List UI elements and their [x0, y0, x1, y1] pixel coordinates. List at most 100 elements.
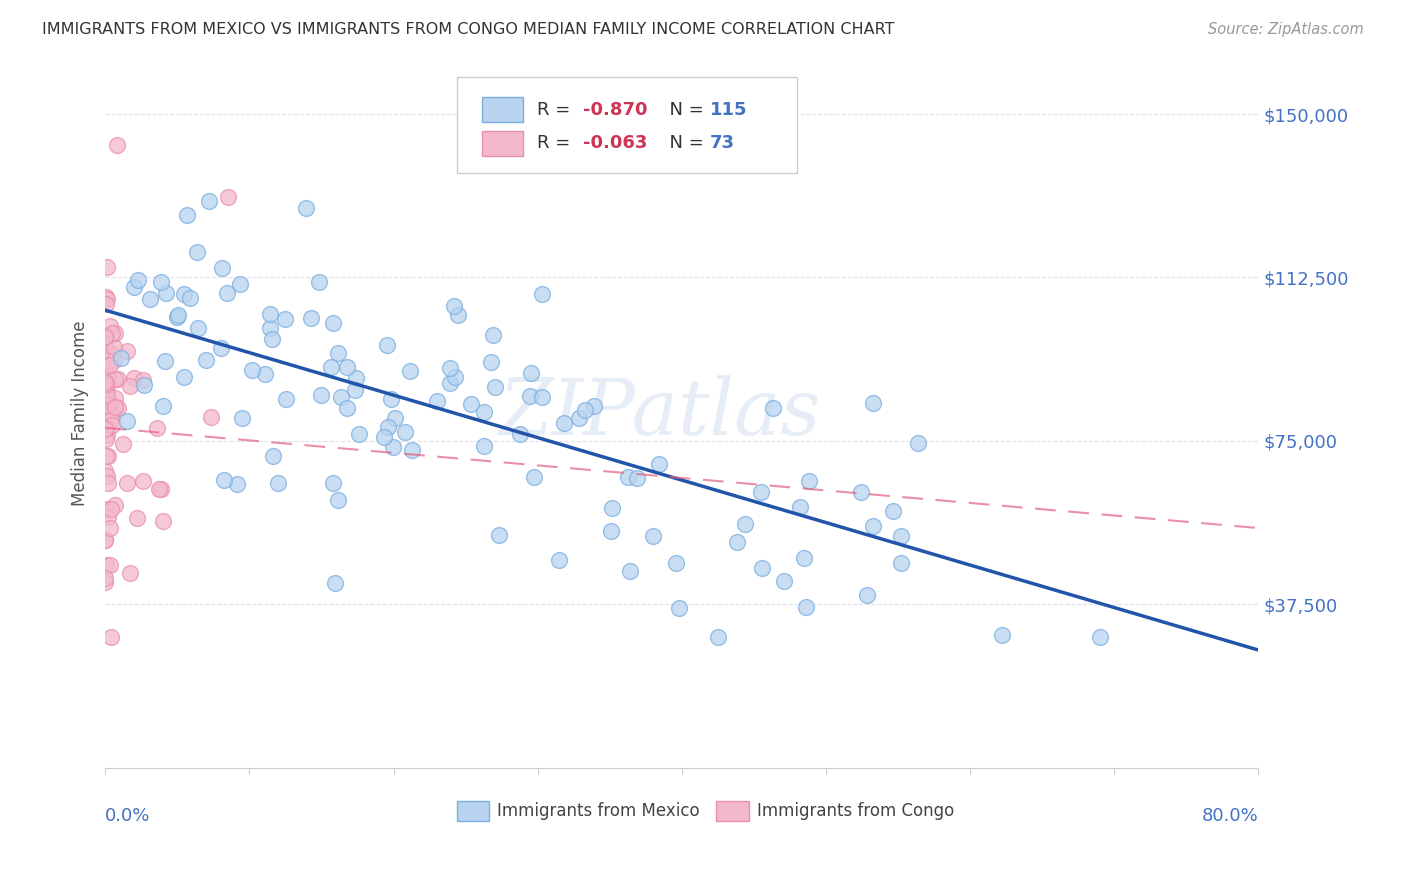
Text: Immigrants from Congo: Immigrants from Congo: [756, 802, 955, 820]
Point: [725, 534, 748, 549]
Point: [509, 427, 531, 442]
Point: [200, 409, 222, 424]
Point: [214, 473, 236, 487]
Point: [115, 344, 138, 359]
Point: [96, 398, 118, 412]
Point: [96, 469, 118, 483]
Point: [155, 285, 177, 300]
Text: N =: N =: [658, 101, 709, 119]
Point: [98, 406, 121, 420]
Point: [100, 558, 122, 572]
Point: [479, 355, 502, 369]
Point: [173, 369, 195, 384]
Point: [209, 341, 232, 355]
Point: [907, 436, 929, 450]
Point: [149, 482, 172, 496]
Text: Immigrants from Mexico: Immigrants from Mexico: [498, 802, 700, 820]
Point: [115, 414, 138, 428]
Point: [336, 360, 359, 375]
Point: [599, 524, 621, 539]
Point: [148, 483, 170, 497]
Point: [179, 291, 201, 305]
Point: [344, 371, 367, 385]
Point: [97, 450, 120, 464]
Point: [855, 588, 877, 602]
Point: [274, 392, 297, 406]
Point: [347, 427, 370, 442]
Point: [619, 564, 641, 578]
Point: [488, 527, 510, 541]
Point: [101, 346, 124, 360]
Point: [96, 328, 118, 343]
Point: [94, 575, 117, 590]
Point: [299, 311, 322, 326]
Point: [110, 351, 132, 365]
Point: [231, 410, 253, 425]
Text: Source: ZipAtlas.com: Source: ZipAtlas.com: [1208, 22, 1364, 37]
Text: N =: N =: [658, 134, 709, 153]
Point: [890, 529, 912, 543]
Point: [104, 400, 127, 414]
Point: [793, 551, 815, 566]
Point: [335, 401, 357, 415]
Point: [96, 292, 118, 306]
Point: [104, 372, 127, 386]
Point: [166, 310, 188, 324]
Point: [96, 368, 118, 383]
Point: [94, 375, 117, 389]
Point: [600, 501, 623, 516]
Point: [94, 377, 117, 392]
Point: [211, 261, 233, 276]
Point: [149, 275, 172, 289]
Point: [131, 475, 153, 489]
Point: [253, 367, 276, 381]
Point: [139, 292, 162, 306]
Point: [447, 308, 470, 322]
Point: [131, 373, 153, 387]
Point: [117, 476, 139, 491]
Point: [616, 470, 638, 484]
Point: [641, 528, 664, 542]
Point: [94, 421, 117, 435]
Text: 115: 115: [710, 101, 747, 119]
Point: [100, 630, 122, 644]
Point: [100, 413, 122, 427]
Point: [439, 376, 461, 390]
Point: [260, 332, 283, 346]
Point: [96, 387, 118, 401]
Point: [394, 425, 416, 440]
Point: [426, 394, 449, 409]
Point: [112, 436, 135, 450]
Point: [107, 372, 129, 386]
Point: [103, 340, 125, 354]
Point: [664, 557, 686, 571]
Point: [384, 410, 406, 425]
Point: [398, 364, 420, 378]
Point: [474, 405, 496, 419]
Point: [749, 485, 772, 500]
Point: [519, 389, 541, 403]
Point: [862, 396, 884, 410]
Point: [262, 449, 284, 463]
Text: 0.0%: 0.0%: [105, 806, 150, 824]
Point: [259, 321, 281, 335]
Point: [94, 330, 117, 344]
Point: [762, 401, 785, 415]
Point: [443, 299, 465, 313]
Text: ZIPatlas: ZIPatlas: [498, 376, 820, 452]
Point: [122, 371, 145, 385]
Point: [96, 428, 118, 442]
Point: [472, 439, 495, 453]
Point: [152, 400, 174, 414]
Point: [98, 318, 121, 333]
FancyBboxPatch shape: [457, 801, 489, 821]
Point: [240, 362, 263, 376]
Point: [97, 377, 120, 392]
Point: [734, 516, 756, 531]
Point: [520, 367, 543, 381]
Point: [851, 485, 873, 500]
Point: [574, 403, 596, 417]
Point: [105, 137, 128, 152]
Point: [991, 628, 1014, 642]
Text: R =: R =: [537, 101, 575, 119]
